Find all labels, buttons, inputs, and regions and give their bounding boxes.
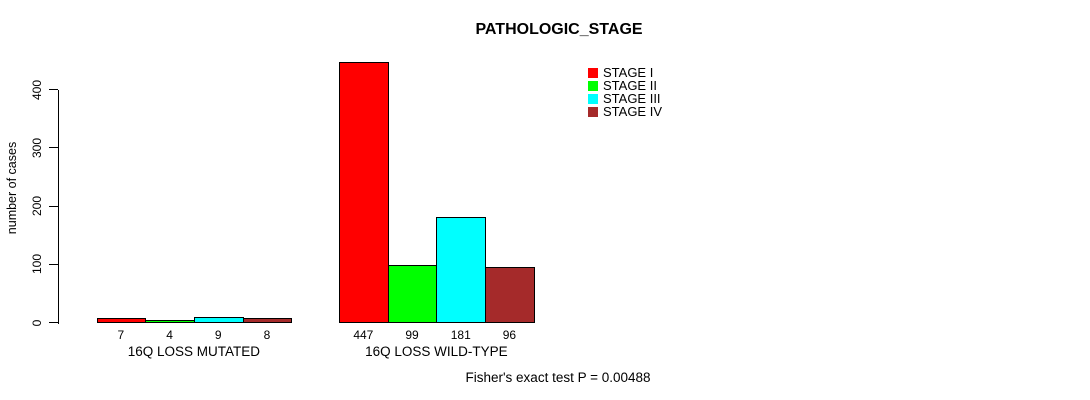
y-tick-mark bbox=[49, 322, 58, 323]
bar-value-label: 4 bbox=[166, 328, 173, 342]
legend-swatch-stage-ii bbox=[588, 80, 598, 91]
bar-stage-iii bbox=[193, 317, 244, 324]
y-tick-mark bbox=[49, 147, 58, 149]
bar-stage-i bbox=[96, 318, 147, 324]
group-label: 16Q LOSS WILD-TYPE bbox=[365, 343, 508, 359]
legend-row: STAGE I bbox=[588, 65, 662, 80]
legend-label: STAGE II bbox=[603, 78, 657, 93]
bar-stage-ii bbox=[387, 264, 438, 324]
bar-value-label: 181 bbox=[450, 328, 471, 342]
bar-stage-iv bbox=[485, 266, 535, 324]
bar-value-label: 99 bbox=[405, 328, 419, 342]
y-tick-mark bbox=[49, 205, 58, 207]
bar-value-label: 8 bbox=[263, 328, 271, 342]
bar-stage-ii bbox=[145, 320, 195, 324]
y-tick-label: 0 bbox=[30, 319, 44, 326]
legend-label: STAGE I bbox=[603, 65, 654, 80]
legend-swatch-stage-i bbox=[588, 67, 598, 78]
legend: STAGE I STAGE II STAGE III STAGE IV bbox=[588, 65, 662, 119]
bar-stage-i bbox=[339, 62, 389, 324]
legend-label: STAGE III bbox=[603, 91, 661, 106]
bar-value-label: 7 bbox=[117, 328, 125, 342]
y-tick-mark bbox=[49, 263, 58, 265]
legend-label: STAGE IV bbox=[603, 104, 662, 119]
chart-title: PATHOLOGIC_STAGE bbox=[475, 21, 643, 38]
y-axis-label: number of cases bbox=[5, 141, 19, 235]
legend-swatch-stage-iv bbox=[588, 106, 598, 117]
group-label: 16Q LOSS MUTATED bbox=[127, 343, 261, 359]
legend-row: STAGE IV bbox=[588, 104, 662, 119]
y-tick-label: 200 bbox=[30, 195, 44, 217]
bar-value-label: 9 bbox=[214, 328, 222, 342]
legend-swatch-stage-iii bbox=[588, 93, 598, 104]
fisher-test-annotation: Fisher's exact test P = 0.00488 bbox=[465, 370, 651, 385]
legend-row: STAGE II bbox=[588, 78, 662, 93]
y-axis-line bbox=[58, 89, 59, 324]
bar-stage-iv bbox=[242, 317, 293, 324]
y-tick-label: 100 bbox=[30, 254, 44, 275]
legend-row: STAGE III bbox=[588, 91, 662, 106]
bar-value-label: 96 bbox=[502, 328, 517, 342]
y-tick-label: 400 bbox=[30, 79, 44, 100]
y-tick-label: 300 bbox=[30, 137, 44, 158]
bar-stage-iii bbox=[436, 217, 487, 324]
y-tick-mark bbox=[49, 89, 58, 90]
bar-value-label: 447 bbox=[353, 328, 374, 342]
